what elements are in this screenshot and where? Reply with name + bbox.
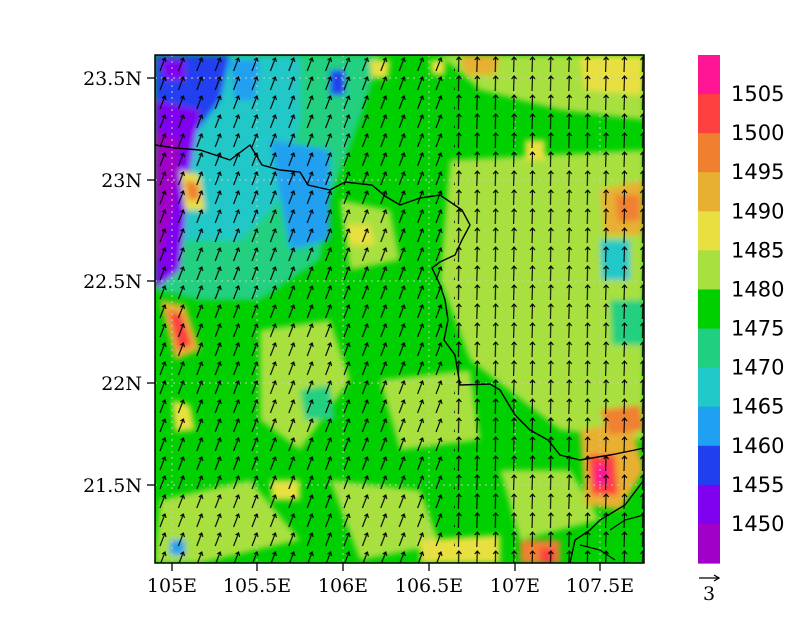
color-bar [698,55,720,564]
border-line [155,143,644,461]
color-bar-swatch [698,484,720,525]
color-bar-label: 1495 [731,160,784,184]
x-tick-label: 107.5E [566,575,634,597]
color-bar-label: 1455 [731,473,784,497]
color-bar-label: 1480 [731,277,784,301]
plot-frame [154,54,645,564]
coastline-3 [579,544,616,561]
y-tick-label: 22N [101,373,142,395]
wind-vectors-west [155,55,455,563]
color-bar-swatch [698,250,720,291]
color-bar-label: 1505 [731,82,784,106]
x-tick-label: 105.5E [223,575,291,597]
reference-arrowhead [713,574,721,582]
y-tick-label: 21.5N [83,475,142,497]
color-bar-swatch [698,211,720,251]
x-axis [171,563,601,571]
x-tick-label: 105E [147,575,197,597]
color-bar-swatch [698,172,720,212]
color-bar-label: 1500 [731,121,784,145]
color-bar-label: 1460 [731,434,784,458]
color-bar-swatch [698,406,720,447]
color-bar-swatch [698,445,720,486]
reference-vector-label: 3 [703,583,715,605]
y-axis [147,77,155,486]
y-tick-label: 22.5N [83,271,142,293]
color-bar-swatch [698,523,720,564]
color-bar-label: 1485 [731,238,784,262]
color-bar-label: 1465 [731,395,784,419]
color-bar-swatch [698,94,720,134]
x-tick-label: 106E [318,575,368,597]
color-bar-swatch [698,367,720,408]
color-bar-label: 1475 [731,317,784,341]
color-bar-swatch [698,328,720,369]
color-bar-label: 1490 [731,199,784,223]
color-bar-label: 1450 [731,512,784,536]
y-tick-label: 23N [101,170,142,192]
coastline-2 [609,514,644,531]
coastline [569,479,644,563]
x-tick-label: 107E [490,575,540,597]
color-bar-swatch [698,55,720,95]
color-bar-swatch [698,289,720,330]
x-tick-label: 106.5E [395,575,463,597]
y-tick-label: 23.5N [83,68,142,90]
contour-field [155,55,644,563]
color-bar-swatch [698,133,720,173]
reference-vector: 3 [699,574,721,605]
color-bar-labels: 1505 1500 1495 1490 1485 1480 1475 1470 1465 1460… [731,82,784,536]
wind-vectors-east [455,55,644,563]
color-bar-label: 1470 [731,356,784,380]
